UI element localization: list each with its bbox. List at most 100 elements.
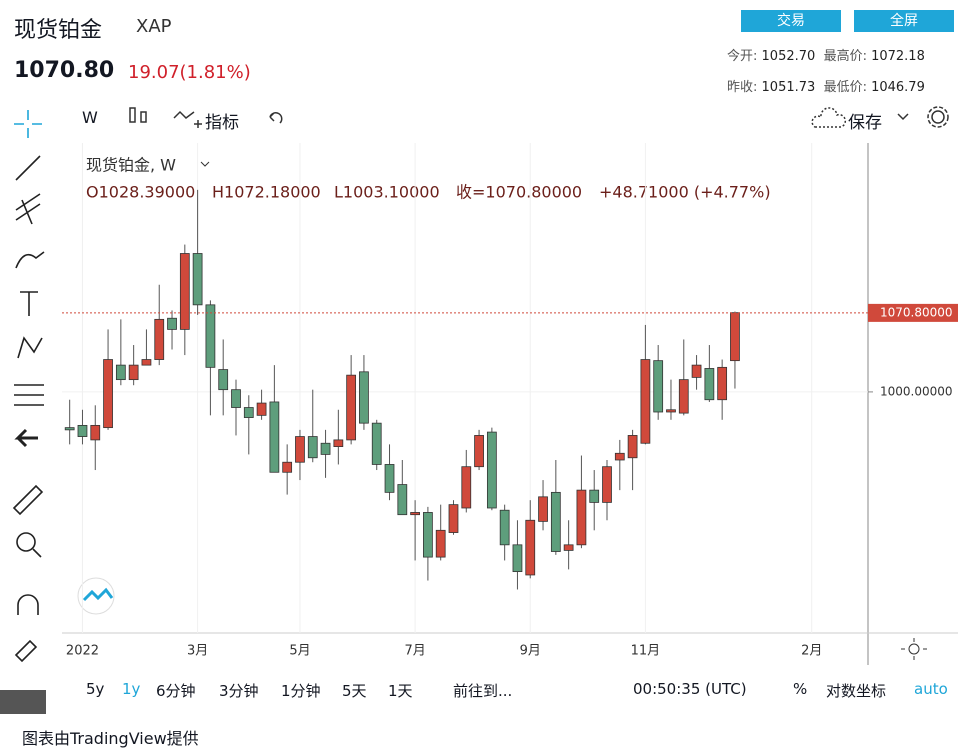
candle-body: [704, 368, 715, 401]
interval[interactable]: W: [82, 108, 98, 127]
footer: 图表由TradingView提供: [22, 729, 199, 748]
collapse[interactable]: [0, 690, 46, 714]
ohlc-label: 收=1070.80000: [456, 183, 582, 202]
y-tick-label: 1000.00000: [880, 384, 953, 398]
price: 1070.80: [14, 58, 115, 83]
candle-body: [550, 491, 561, 552]
candle-body: [333, 439, 344, 447]
range-button[interactable]: 1分钟: [281, 682, 321, 700]
x-tick-label: 11月: [631, 644, 661, 659]
range-button[interactable]: 6分钟: [156, 682, 196, 700]
stat-label: 今开:: [727, 49, 758, 64]
candle-body: [397, 484, 408, 516]
change: 19.07(1.81%): [128, 62, 251, 83]
goto[interactable]: 前往到...: [453, 682, 513, 700]
ohlc-label: O1028.39000: [86, 183, 195, 202]
ohlc-label: +48.71000 (+4.77%): [599, 183, 771, 202]
range-button[interactable]: 5天: [342, 682, 367, 700]
candle-body: [90, 424, 101, 441]
save[interactable]: 保存: [848, 113, 882, 133]
candle-body: [423, 512, 433, 558]
candle-body: [691, 364, 702, 378]
candle-body: [154, 318, 165, 360]
option[interactable]: %: [793, 680, 808, 698]
candle-body: [128, 364, 139, 381]
settings-icon[interactable]: [908, 643, 920, 655]
candle-body: [371, 422, 382, 465]
candle-body: [717, 366, 728, 401]
settings[interactable]: [901, 638, 927, 660]
candle-body: [64, 427, 75, 431]
range-button[interactable]: 3分钟: [219, 682, 259, 700]
candle-body: [295, 436, 305, 463]
toolbar-icons: [129, 106, 949, 128]
candle-body: [678, 379, 689, 414]
x-tick-label: 7月: [404, 644, 425, 659]
candle-body: [435, 529, 446, 558]
trade-button[interactable]: 交易: [741, 10, 841, 32]
symbol: XAP: [136, 16, 172, 37]
candle-body: [243, 407, 254, 418]
candle-body: [461, 466, 472, 509]
stat-value: 1051.73: [761, 80, 816, 95]
candle-body: [602, 466, 612, 503]
candle-body: [256, 402, 267, 416]
candle-body: [141, 359, 152, 366]
indicators[interactable]: 指标: [205, 113, 239, 133]
candle-body: [384, 464, 395, 493]
candle-body: [614, 452, 625, 461]
candle-body: [307, 436, 318, 459]
candle-body: [346, 374, 357, 441]
x-tick-label: 2022: [66, 644, 99, 659]
candle-body: [448, 504, 459, 533]
candle-body: [115, 364, 126, 381]
candle-body: [653, 360, 664, 413]
candle-body: [218, 369, 229, 391]
candle-body: [167, 317, 177, 330]
candle-body: [666, 409, 676, 413]
stats-row: 今开: 1052.70 最高价: 1072.18: [727, 45, 925, 64]
legend-caret: [200, 161, 210, 167]
candle-body: [77, 424, 88, 437]
candle-body: [576, 489, 587, 546]
side-tools: [12, 110, 45, 663]
candle-body: [192, 253, 203, 306]
candle-body: [231, 389, 241, 408]
title: 现货铂金: [14, 18, 103, 43]
candle-body: [320, 442, 331, 455]
stat-value: 1072.18: [871, 49, 925, 64]
candle-body: [269, 401, 280, 473]
candle-body: [525, 519, 536, 576]
range-button[interactable]: 1y: [122, 680, 141, 698]
candle-body: [640, 359, 651, 444]
stat-label: 最低价:: [823, 80, 867, 95]
candle-body: [474, 435, 484, 468]
candle-body: [486, 431, 497, 509]
candle-body: [282, 461, 293, 473]
last-price-label: 1070.80000: [880, 305, 953, 319]
option[interactable]: auto: [914, 680, 948, 698]
ohlc-label: L1003.10000: [334, 183, 440, 202]
time[interactable]: 00:50:35 (UTC): [633, 680, 747, 698]
stats-row: 昨收: 1051.73 最低价: 1046.79: [727, 76, 925, 95]
range-button[interactable]: 1天: [388, 682, 413, 700]
x-tick-label: 9月: [520, 644, 541, 659]
candle-body: [205, 304, 216, 368]
logo-mark: [82, 587, 114, 602]
option[interactable]: 对数坐标: [826, 682, 887, 700]
candle-body: [359, 371, 369, 424]
candle-body: [499, 509, 510, 546]
stat-label: 最高价:: [823, 49, 867, 64]
x-tick-label: 2月: [801, 644, 822, 659]
stat-value: 1052.70: [761, 49, 816, 64]
fullscreen-button[interactable]: 全屏: [854, 10, 954, 32]
ohlc-label: H1072.18000: [212, 183, 321, 202]
candle-body: [410, 512, 420, 516]
range-button[interactable]: 5y: [86, 680, 105, 698]
stat-label: 昨收:: [727, 80, 758, 95]
candle-body: [627, 435, 638, 459]
candle-body: [589, 489, 600, 503]
stat-value: 1046.79: [871, 80, 925, 95]
